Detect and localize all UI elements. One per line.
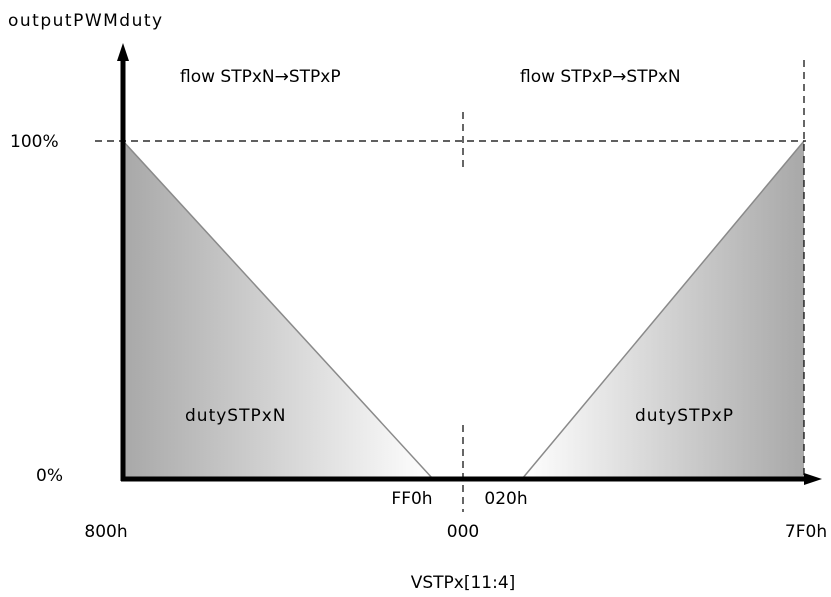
x-axis-arrow bbox=[804, 473, 822, 485]
duty-stpxp-label: dutySTPxP bbox=[635, 406, 734, 426]
flow-right-label: flow STPxP→STPxN bbox=[520, 67, 681, 87]
y-axis-arrow bbox=[117, 43, 129, 61]
x-tick-000-label: 000 bbox=[447, 522, 479, 542]
y-axis-title: outputPWMduty bbox=[8, 11, 164, 31]
x-tick-800h-label: 800h bbox=[84, 522, 127, 542]
duty-stpxn-ramp-line bbox=[122, 140, 434, 480]
x-tick-ff0h-label: FF0h bbox=[391, 489, 432, 509]
y-tick-0-label: 0% bbox=[36, 466, 63, 486]
x-tick-7f0h-label: 7F0h bbox=[785, 522, 827, 542]
y-tick-100-label: 100% bbox=[10, 132, 59, 152]
x-axis-title: VSTPx[11:4] bbox=[411, 573, 516, 593]
flow-left-label: flow STPxN→STPxP bbox=[180, 67, 341, 87]
duty-stpxn-label: dutySTPxN bbox=[185, 406, 287, 426]
x-tick-020h-label: 020h bbox=[484, 489, 527, 509]
duty-stpxp-ramp-line bbox=[521, 140, 805, 480]
